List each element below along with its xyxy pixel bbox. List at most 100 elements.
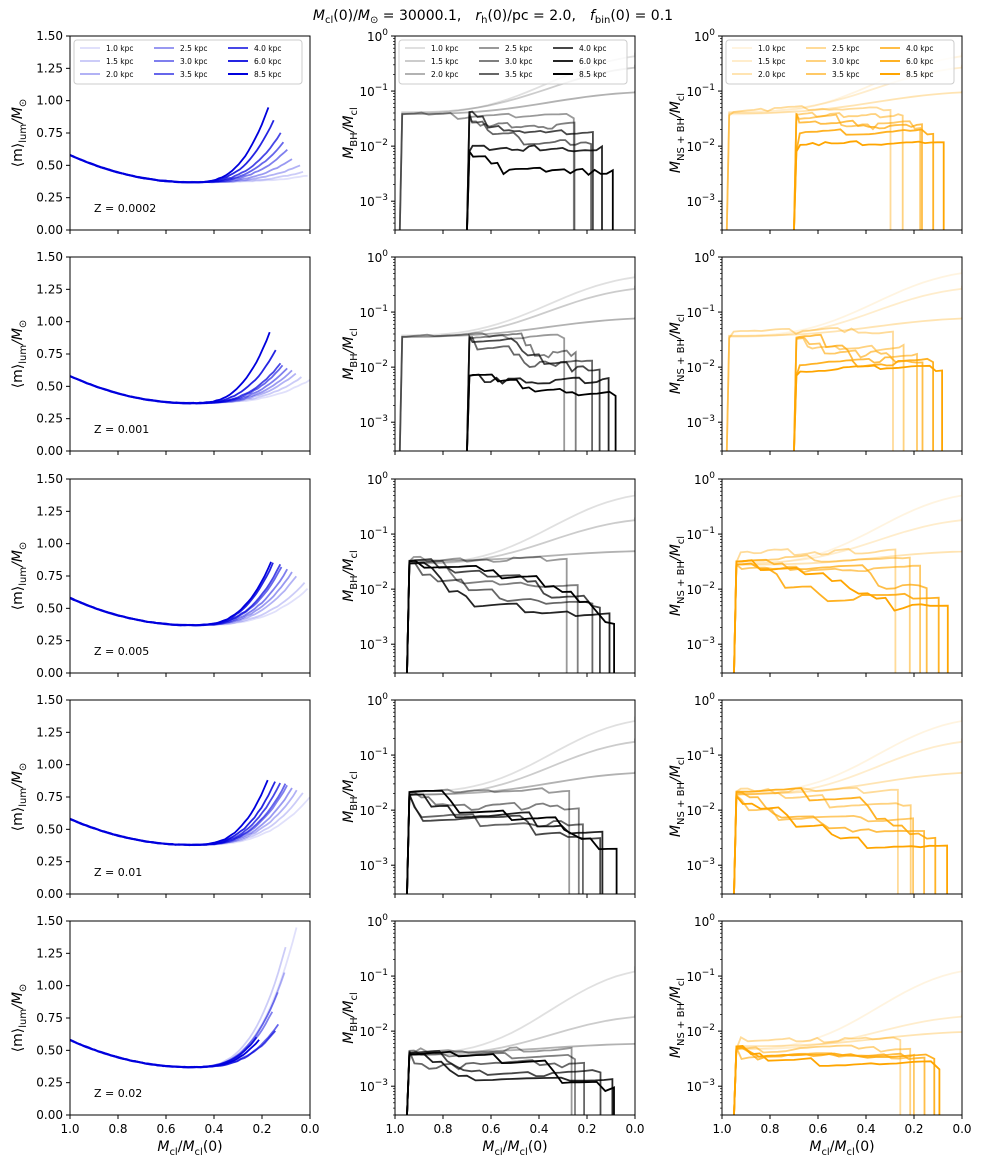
x-tick-label: 1.0 [385, 1122, 404, 1136]
y-tick-label: 10−2 [686, 1023, 715, 1039]
panel-3-row-3: 100 10−1 10−2 10−3 MNS + BH/Mcl [668, 471, 963, 677]
series-line-40kpc [406, 558, 601, 673]
series-line-85kpc [70, 107, 270, 184]
metallicity-label: Z = 0.005 [94, 645, 149, 658]
series-group [70, 331, 310, 405]
x-tick-label: 0.8 [433, 1122, 452, 1136]
series-line-20kpc [398, 91, 635, 230]
y-tick-label: 0.75 [36, 126, 63, 140]
figure-title: Mcl(0)/M⊙ = 30000.1, rh(0)/pc = 2.0, fbin(… [313, 8, 673, 26]
series-group [406, 491, 635, 673]
y-tick-label: 0.25 [36, 634, 63, 648]
y-tick-label: 10−1 [686, 304, 715, 320]
y-tick-label: 0.75 [36, 790, 63, 804]
series-line-20kpc [725, 91, 962, 230]
x-tick-label: 1.0 [60, 1122, 79, 1136]
axes-frame [394, 35, 636, 231]
series-line-30kpc [733, 791, 912, 894]
series-line-25kpc [406, 1046, 573, 1115]
x-tick-label: 1.0 [712, 1122, 731, 1136]
series-line-85kpc [466, 148, 614, 230]
y-tick-label: 10−1 [359, 526, 388, 542]
x-tick-label: 0.0 [300, 1122, 319, 1136]
y-tick-label: 10−1 [686, 747, 715, 763]
y-axis-label: MBH/Mcl [341, 328, 360, 380]
y-axis-label: ⟨m⟩lum/M⊙ [10, 99, 29, 168]
series-line-60kpc [406, 793, 604, 894]
legend-label: 1.5 kpc [758, 57, 786, 66]
y-axis-label: ⟨m⟩lum/M⊙ [10, 763, 29, 832]
legend: 1.0 kpc 1.5 kpc 2.0 kpc 2.5 kpc 3.0 kpc 3.5 k… [398, 39, 628, 85]
y-tick-label: 0.00 [36, 223, 63, 237]
series-line-30kpc [793, 111, 904, 230]
legend-label: 3.5 kpc [832, 70, 860, 79]
y-tick-label: 1.50 [36, 472, 63, 486]
series-line-20kpc [725, 317, 962, 451]
y-tick-label: 1.25 [36, 946, 63, 960]
y-tick-label: 1.25 [36, 504, 63, 518]
series-line-35kpc [733, 793, 914, 894]
y-axis-label: MBH/Mcl [341, 992, 360, 1044]
y-tick-label: 10−3 [686, 636, 715, 652]
series-line-85kpc [793, 364, 943, 451]
legend-label: 1.5 kpc [106, 57, 134, 66]
panel-1-row-5: 1.0 0.8 0.6 0.4 0.2 0.0 0.00 0.25 0.50 0.75 1.00 1.… [10, 914, 320, 1158]
x-tick-label: 0.4 [856, 1122, 875, 1136]
y-tick-label: 10−2 [686, 359, 715, 375]
y-tick-label: 10−1 [359, 83, 388, 99]
y-tick-label: 0.25 [36, 412, 63, 426]
y-axis-label: MNS + BH/Mcl [668, 93, 687, 173]
series-line-60kpc [466, 373, 610, 451]
y-tick-label: 0.00 [36, 887, 63, 901]
panel-2-row-4: 100 10−1 10−2 10−3 MBH/Mcl [341, 692, 636, 898]
series-line-35kpc [406, 793, 584, 894]
series-line-25kpc [733, 547, 897, 673]
series-group [398, 52, 635, 230]
y-tick-label: 10−1 [686, 968, 715, 984]
y-tick-label: 1.50 [36, 250, 63, 264]
legend-label: 6.0 kpc [579, 57, 607, 66]
series-line-30kpc [70, 784, 288, 847]
x-tick-label: 0.4 [204, 1122, 223, 1136]
panel-3-row-4: 100 10−1 10−2 10−3 MNS + BH/Mcl [668, 692, 963, 898]
y-tick-label: 100 [694, 249, 715, 265]
metallicity-label: Z = 0.0002 [94, 202, 156, 215]
y-tick-label: 0.00 [36, 444, 63, 458]
x-tick-label: 0.2 [252, 1122, 271, 1136]
series-group [725, 269, 962, 451]
x-axis-label: Mcl/Mcl(0) [157, 1139, 222, 1158]
series-line-85kpc [70, 1039, 260, 1069]
axes-frame [721, 920, 963, 1116]
series-line-20kpc [406, 771, 635, 894]
series-line-30kpc [466, 332, 577, 451]
y-tick-label: 1.00 [36, 979, 63, 993]
legend: 1.0 kpc 1.5 kpc 2.0 kpc 2.5 kpc 3.0 kpc 3.5 k… [73, 39, 303, 85]
series-line-10kpc [70, 927, 298, 1069]
y-tick-label: 10−2 [686, 581, 715, 597]
y-tick-label: 10−1 [359, 747, 388, 763]
y-tick-label: 0.75 [36, 347, 63, 361]
legend-label: 2.0 kpc [758, 70, 786, 79]
series-line-35kpc [466, 114, 592, 230]
legend-label: 4.0 kpc [579, 44, 607, 53]
series-line-85kpc [733, 559, 949, 673]
y-axis-label: MNS + BH/Mcl [668, 978, 687, 1058]
legend-label: 8.5 kpc [254, 70, 282, 79]
y-tick-label: 0.50 [36, 158, 63, 172]
y-tick-label: 10−2 [359, 359, 388, 375]
legend-label: 4.0 kpc [906, 44, 934, 53]
y-axis-label: MBH/Mcl [341, 771, 360, 823]
y-tick-label: 10−2 [686, 802, 715, 818]
series-line-85kpc [733, 1044, 941, 1115]
y-tick-label: 10−3 [359, 636, 388, 652]
panel-3-row-5: 1.0 0.8 0.6 0.4 0.2 0.0 100 10−1 10−2 10−3 MNS + B… [668, 913, 972, 1158]
x-tick-label: 0.2 [577, 1122, 596, 1136]
y-tick-label: 100 [694, 692, 715, 708]
series-group [70, 927, 298, 1069]
legend-label: 1.0 kpc [758, 44, 786, 53]
series-line-35kpc [466, 336, 593, 451]
axes-frame [721, 35, 963, 231]
series-group [733, 966, 962, 1115]
y-tick-label: 0.25 [36, 191, 63, 205]
panel-2-row-5: 1.0 0.8 0.6 0.4 0.2 0.0 100 10−1 10−2 10−3 MBH/Mcl… [341, 913, 645, 1158]
